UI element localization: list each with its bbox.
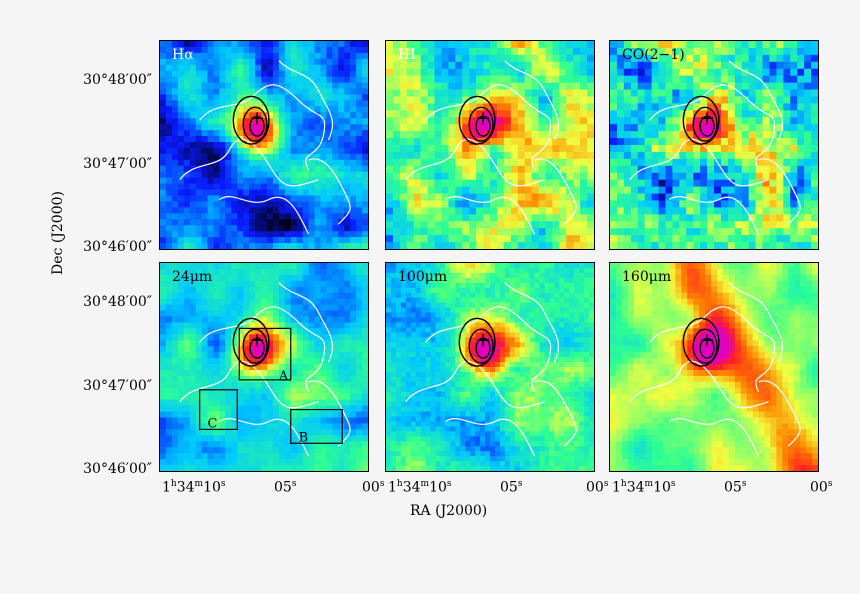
ytick-top-row-47: 30°47′00″ — [83, 156, 152, 172]
white-contour — [308, 380, 351, 447]
panel-100um: 100μm — [385, 262, 595, 472]
center-cross-marker — [251, 112, 264, 125]
center-cross-marker — [701, 112, 714, 125]
panel-160um: 160μm — [609, 262, 819, 472]
panel-label: 100μm — [398, 269, 448, 285]
x-axis-title: RA (J2000) — [410, 503, 488, 519]
y-axis-title: Dec (J2000) — [50, 191, 66, 275]
map-image — [386, 41, 594, 249]
panel-label: HI — [398, 47, 416, 63]
center-cross-marker — [251, 334, 264, 347]
white-contour — [504, 282, 559, 363]
white-contour — [219, 418, 310, 457]
white-contour — [758, 158, 801, 225]
white-contour — [728, 282, 783, 363]
center-cross-marker — [477, 112, 490, 125]
map-image — [160, 41, 368, 249]
black-contour — [468, 328, 494, 364]
panel-hi: HI — [385, 40, 595, 250]
ytick-bottom-row-47: 30°47′00″ — [83, 378, 152, 394]
region-box — [238, 327, 292, 381]
white-contour — [534, 158, 577, 225]
white-contour — [445, 418, 536, 457]
panel-halpha: Hα — [159, 40, 369, 250]
ytick-bottom-row-46: 30°46′00″ — [83, 461, 152, 477]
black-contour — [468, 106, 494, 142]
map-image — [386, 263, 594, 471]
region-box — [290, 408, 343, 444]
ytick-top-row-48: 30°48′00″ — [83, 72, 152, 88]
black-contour — [232, 317, 270, 367]
black-contour — [692, 328, 718, 364]
black-contour — [682, 95, 720, 145]
white-contour — [728, 60, 783, 141]
ytick-top-row-46: 30°46′00″ — [83, 239, 152, 255]
white-contour — [278, 60, 333, 141]
white-contour — [534, 380, 577, 447]
panel-label: 160μm — [622, 269, 672, 285]
panel-label: CO(2−1) — [622, 47, 685, 63]
map-image: A B C — [160, 263, 368, 471]
white-contour — [669, 418, 760, 457]
xtick-col2-05s: 05s — [500, 479, 523, 496]
panel-label: 24μm — [172, 269, 213, 285]
xtick-col3-10s: 1h34m10s — [612, 479, 676, 496]
white-contour — [308, 158, 351, 225]
black-contour — [682, 317, 720, 367]
region-label: C — [208, 416, 218, 431]
black-contour — [242, 328, 268, 364]
xtick-col2-00s: 00s — [586, 479, 609, 496]
black-contour — [692, 106, 718, 142]
panel-24um: A B C 24μm — [159, 262, 369, 472]
region-label: B — [299, 430, 308, 445]
map-image — [610, 41, 818, 249]
xtick-col1-00s: 00s — [362, 479, 385, 496]
black-contour — [458, 95, 496, 145]
white-contour — [445, 196, 536, 235]
black-contour — [242, 106, 268, 142]
xtick-col3-00s: 00s — [810, 479, 833, 496]
white-contour — [758, 380, 801, 447]
ytick-bottom-row-48: 30°48′00″ — [83, 294, 152, 310]
map-image — [610, 263, 818, 471]
center-cross-marker — [701, 334, 714, 347]
white-contour — [504, 60, 559, 141]
region-box — [199, 389, 238, 430]
white-contour — [629, 360, 769, 409]
panel-co: CO(2−1) — [609, 40, 819, 250]
black-contour — [458, 317, 496, 367]
region-label: A — [278, 369, 289, 384]
white-contour — [405, 138, 545, 187]
white-contour — [179, 360, 319, 409]
xtick-col2-10s: 1h34m10s — [388, 479, 452, 496]
white-contour — [669, 196, 760, 235]
panel-label: Hα — [172, 47, 194, 63]
white-contour — [179, 138, 319, 187]
white-contour — [405, 360, 545, 409]
white-contour — [629, 138, 769, 187]
xtick-col1-10s: 1h34m10s — [162, 479, 226, 496]
white-contour — [278, 282, 333, 363]
white-contour — [219, 196, 310, 235]
center-cross-marker — [477, 334, 490, 347]
black-contour — [232, 95, 270, 145]
xtick-col1-05s: 05s — [274, 479, 297, 496]
xtick-col3-05s: 05s — [724, 479, 747, 496]
